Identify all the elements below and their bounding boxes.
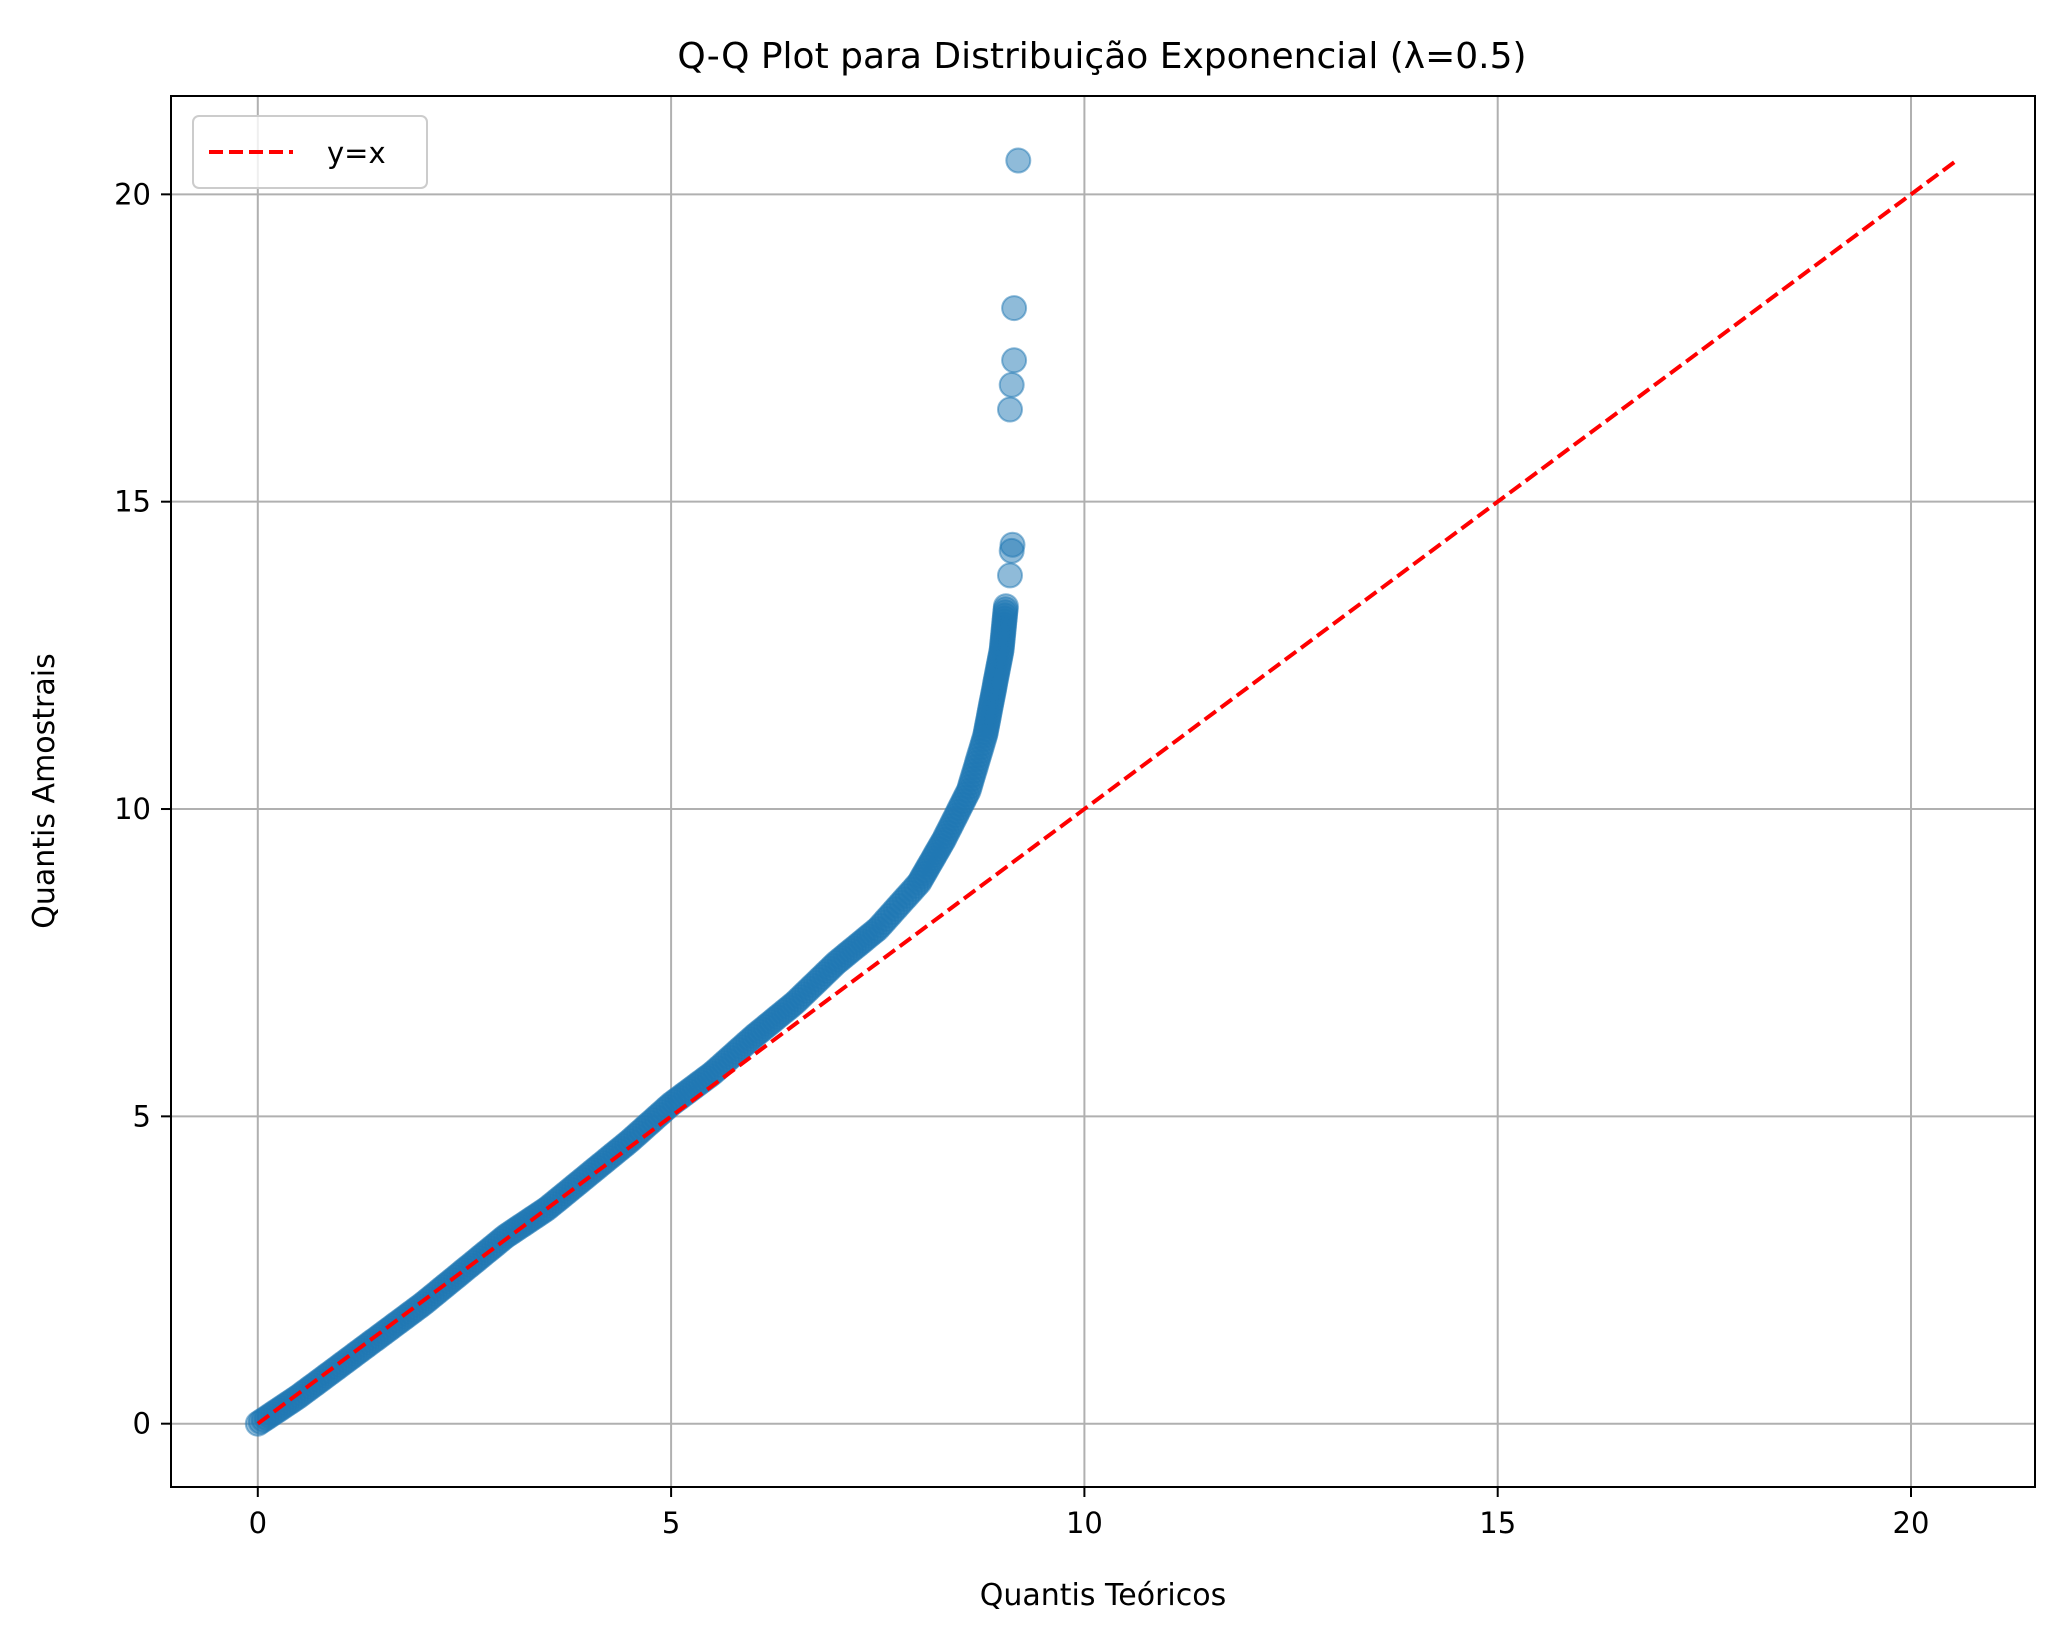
x-tick-label-5: 5 [662, 1506, 680, 1540]
legend-box [192, 115, 428, 189]
data-point-313 [998, 371, 1025, 398]
chart-title: Q-Q Plot para Distribuição Exponencial (… [677, 36, 1526, 77]
data-point-316 [1005, 147, 1032, 174]
data-point-308 [992, 593, 1019, 620]
y-tick-label-15: 15 [114, 485, 151, 519]
data-point-314 [1001, 347, 1028, 374]
x-tick-label-10: 10 [1066, 1506, 1103, 1540]
data-point-312 [997, 396, 1023, 423]
y-tick-label-0: 0 [133, 1407, 151, 1441]
grid-lines [171, 96, 2035, 1487]
scatter-points [244, 147, 1032, 1437]
data-point-315 [1001, 295, 1028, 322]
y-tick-label-20: 20 [114, 177, 151, 211]
plot-frame [170, 95, 2036, 1488]
y-axis-label: Quantis Amostrais [27, 653, 62, 928]
legend-label-y-eq-x: y=x [327, 136, 386, 170]
y-axis-ticks: 0 5 10 15 20 [114, 177, 171, 1441]
reference-line-y-eq-x [256, 158, 1958, 1426]
legend: y=x [192, 115, 428, 189]
data-point-309 [997, 562, 1023, 589]
x-tick-label-20: 20 [1893, 1506, 1930, 1540]
x-axis-label: Quantis Teóricos [980, 1578, 1226, 1613]
y-tick-label-5: 5 [133, 1099, 151, 1133]
x-axis-ticks: 0 5 10 15 20 [249, 1487, 1930, 1540]
x-tick-label-0: 0 [249, 1506, 267, 1540]
data-point-311 [999, 531, 1026, 558]
y-tick-label-10: 10 [114, 792, 151, 826]
reference-line-group [256, 158, 1958, 1426]
x-tick-label-15: 15 [1479, 1506, 1516, 1540]
